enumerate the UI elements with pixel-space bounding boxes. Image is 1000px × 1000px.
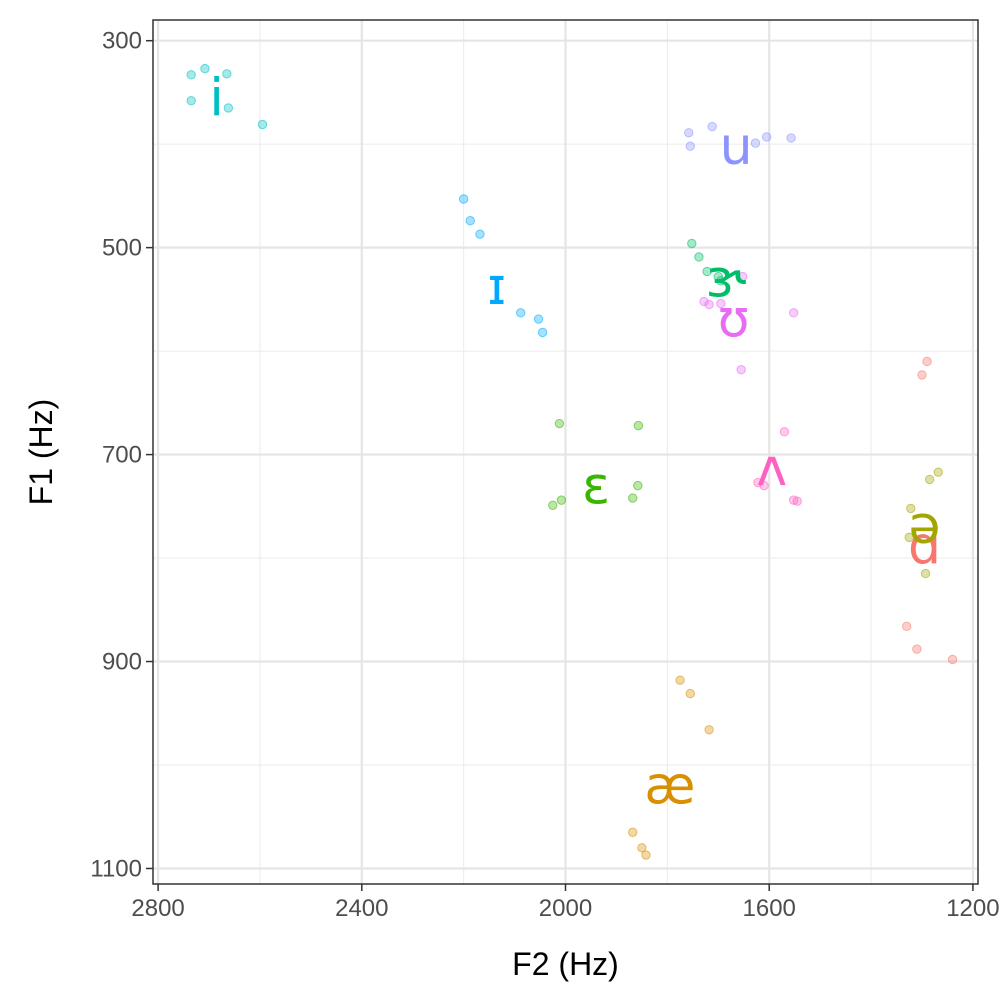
data-point [200, 63, 210, 74]
data-point [716, 298, 726, 309]
data-point [736, 365, 746, 375]
data-point [637, 843, 647, 853]
x-tick-label: 2000 [539, 895, 592, 922]
data-point [223, 103, 234, 113]
vowel-label: i [209, 69, 223, 129]
data-point [515, 308, 526, 318]
data-points [186, 63, 958, 860]
vowel-label: ɛ [582, 457, 610, 517]
data-point [685, 688, 695, 699]
data-point [687, 238, 697, 249]
data-point [675, 675, 685, 685]
y-tick-label: 500 [102, 235, 142, 262]
y-tick-label: 900 [102, 649, 142, 676]
data-point [257, 119, 268, 130]
data-point [933, 467, 943, 477]
data-point [699, 296, 709, 307]
data-point [902, 621, 912, 632]
vowel-label: æ [644, 757, 695, 817]
data-point [759, 480, 769, 491]
data-point [533, 314, 544, 324]
x-tick-label: 2400 [335, 895, 388, 922]
data-point [458, 194, 469, 204]
data-point [475, 229, 485, 239]
data-point [924, 474, 935, 485]
data-point [788, 495, 799, 505]
data-point [704, 725, 714, 735]
data-point [750, 138, 761, 148]
data-point [694, 252, 704, 262]
data-point [633, 420, 644, 431]
x-tick-label: 1200 [946, 895, 999, 922]
y-tick-label: 300 [102, 28, 142, 55]
data-point [707, 121, 717, 132]
data-point [792, 496, 802, 506]
vowel-label: ɝ [706, 250, 747, 310]
x-tick-label: 1600 [743, 895, 796, 922]
data-point [628, 827, 638, 837]
data-point [912, 644, 922, 654]
data-point [786, 133, 796, 143]
data-point [716, 276, 726, 286]
vowel-labels: i ɪ u ɝʊ ɛ ʌ ɑə æ [209, 69, 941, 817]
data-point [685, 141, 695, 151]
data-point [704, 299, 714, 310]
data-point [738, 271, 748, 282]
data-point [537, 327, 548, 338]
vowel-label: ə [909, 496, 941, 556]
data-point [465, 216, 475, 226]
axis-ticks: 2800 2400 2000 1600 1200 300 500 700 900 1100 [90, 28, 999, 922]
vowel-label: ɑ [908, 517, 941, 577]
x-tick-label: 2800 [131, 895, 184, 922]
data-point [628, 493, 638, 503]
data-point [186, 96, 196, 106]
data-point [920, 568, 931, 579]
data-point [702, 266, 712, 277]
y-tick-label: 1100 [90, 855, 142, 882]
data-point [556, 495, 567, 505]
y-axis-title: F1 (Hz) [23, 399, 59, 506]
data-point [947, 654, 958, 665]
data-point [788, 308, 799, 318]
data-point [633, 480, 643, 491]
data-point [779, 427, 790, 437]
vowel-label: ʌ [756, 438, 787, 498]
data-point [548, 500, 558, 510]
data-point [761, 132, 772, 142]
data-point [684, 128, 694, 138]
data-point [186, 70, 196, 80]
data-point [554, 418, 565, 429]
grid [153, 20, 978, 884]
data-point [922, 356, 932, 367]
vowel-label: ʊ [717, 289, 749, 349]
vowel-label: u [720, 117, 753, 177]
y-tick-label: 700 [102, 442, 142, 469]
data-point [917, 370, 927, 380]
data-point [641, 850, 651, 860]
data-point [906, 503, 916, 514]
data-point [222, 69, 232, 79]
data-point [904, 532, 914, 543]
x-axis-title: F2 (Hz) [512, 946, 619, 982]
vowel-label: ɪ [487, 257, 506, 317]
